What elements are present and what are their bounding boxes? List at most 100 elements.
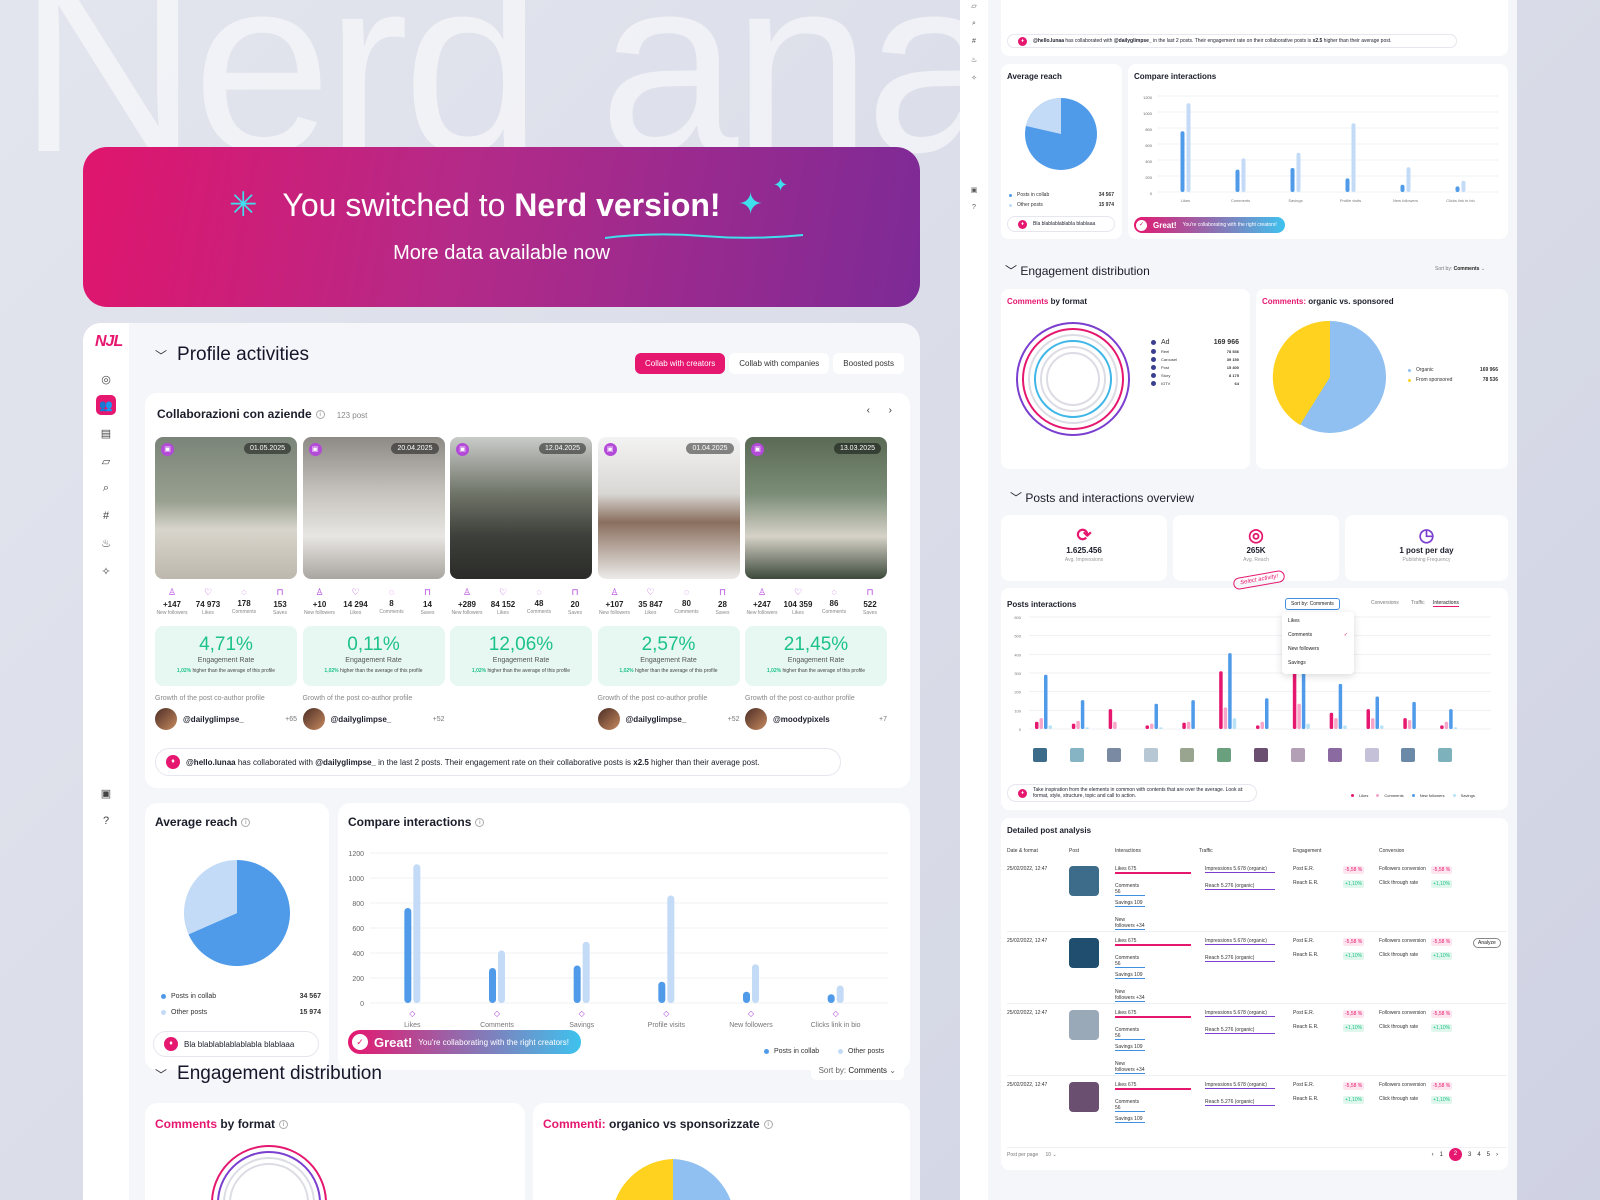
video-icon[interactable]: ▣: [100, 787, 112, 800]
post-thumbnail-mini: [1069, 748, 1084, 762]
hashtag-icon[interactable]: #: [972, 38, 976, 45]
stat-label: Comments: [379, 609, 404, 615]
magic-icon[interactable]: ✧: [101, 565, 111, 578]
table-row[interactable]: 25/02/2022, 12:47 Likes 675 Comments 56 Sav…: [1007, 934, 1507, 1004]
organic-vs-sponsored-card: Commenti: organico vs sponsorizzate i: [533, 1103, 910, 1200]
post-card: ▣ 01.04.2025 ♙ +107 New followers ♡ 35 847 Like…: [597, 437, 740, 730]
post-stat: ♡ 104 359 Likes: [781, 587, 815, 616]
help-icon[interactable]: ?: [972, 204, 976, 211]
format-icons: [1009, 1092, 1029, 1100]
conversion-metric: Followers conversion: [1379, 1010, 1426, 1016]
post-thumbnail[interactable]: ▣ 01.04.2025: [597, 437, 740, 579]
bar-other-posts: [752, 964, 759, 1003]
search-icon[interactable]: ⌕: [972, 20, 976, 27]
coauthor-handle[interactable]: @moodypixels: [773, 714, 830, 724]
page-3[interactable]: 3: [1467, 1151, 1472, 1158]
section-engagement-distribution[interactable]: ﹀ Engagement distribution: [155, 1063, 382, 1084]
tab-traffic[interactable]: Traffic: [1411, 600, 1425, 606]
check-icon: ✓: [352, 1034, 368, 1050]
prev-arrow-icon[interactable]: ‹: [866, 405, 870, 416]
clock-icon: ◷: [1418, 525, 1435, 545]
post-interaction-bar: [1366, 709, 1370, 729]
tab-conversions[interactable]: Conversions: [1371, 600, 1399, 606]
table-row[interactable]: 25/02/2022, 12:47 Likes 675 Comments 56 Sav…: [1007, 862, 1507, 932]
option-comments[interactable]: Comments ✓: [1288, 632, 1348, 638]
page-5[interactable]: 5: [1486, 1151, 1490, 1158]
post-interaction-bar: [1380, 725, 1384, 729]
option-likes[interactable]: Likes: [1288, 618, 1300, 624]
section-posts-overview[interactable]: ﹀ Posts and interactions overview: [1010, 491, 1195, 505]
growth-label: Growth of the post co-author profile: [155, 695, 265, 702]
tab-boosted-posts[interactable]: Boosted posts: [833, 353, 904, 374]
post-thumbnail[interactable]: ▣ 13.03.2025: [745, 437, 887, 579]
tab-collab-companies[interactable]: Collab with companies: [729, 353, 830, 374]
page-1[interactable]: 1: [1439, 1151, 1443, 1158]
stat-value: 104 359: [783, 600, 813, 609]
post-thumbnail-mini: [1106, 748, 1121, 762]
dashboard-panel-right: ▱ ⌕ # ♨ ✧ ▣ ? ♦ @hello.lunaa has collabor…: [960, 0, 1517, 1200]
hashtag-icon[interactable]: #: [102, 510, 110, 522]
post-interaction-bar: [1035, 721, 1039, 729]
coauthor-row: @dailyglimpse_ +52: [597, 708, 740, 730]
y-tick-label: 600: [352, 926, 364, 933]
positive-badge: +1,10%: [1431, 1024, 1453, 1032]
positive-badge: +1,10%: [1343, 880, 1365, 888]
coauthor-handle[interactable]: @dailyglimpse_: [183, 714, 244, 724]
legend-dot: [1151, 349, 1156, 354]
coauthor-handle[interactable]: @dailyglimpse_: [330, 714, 392, 724]
coauthor-followers: +52: [727, 715, 740, 723]
post-stats: ♙ +247 New followers ♡ 104 359 Likes ◌ 86 Commen…: [745, 587, 887, 616]
coauthor-handle[interactable]: @dailyglimpse_: [625, 714, 687, 724]
video-icon[interactable]: ▣: [970, 187, 978, 194]
post-thumbnail[interactable]: ▣ 12.04.2025: [450, 437, 592, 579]
post-thumbnail[interactable]: ▣ 01.05.2025: [155, 437, 297, 579]
posts-interactions-card: Posts interactions Sort by: Comments Con…: [1001, 569, 1508, 810]
bar-other-posts: [836, 985, 844, 1003]
next-page-icon[interactable]: ›: [1496, 1151, 1498, 1158]
growth-label: Growth of the post co-author profile: [597, 695, 708, 702]
folder-icon[interactable]: ▱: [101, 455, 111, 468]
bar-posts-in-collab: [489, 968, 496, 1003]
document-icon[interactable]: ▤: [100, 427, 112, 440]
legend-dot: [1151, 357, 1156, 362]
post-thumbnail[interactable]: ▣ 20.04.2025: [302, 437, 445, 579]
table-row[interactable]: 25/02/2022, 12:47 Likes 675 Comments 56 Sav…: [1007, 1006, 1507, 1076]
fire-icon[interactable]: ♨: [101, 537, 111, 550]
help-icon[interactable]: ?: [102, 815, 110, 827]
row-date: 25/02/2022, 12:47: [1007, 1010, 1048, 1016]
interaction-metric: Savings 109: [1115, 900, 1145, 907]
folder-icon[interactable]: ▱: [971, 3, 977, 10]
users-icon[interactable]: 👥: [96, 395, 116, 415]
fire-icon[interactable]: ♨: [970, 57, 978, 64]
option-savings[interactable]: Savings: [1288, 660, 1306, 666]
option-new-followers[interactable]: New followers: [1288, 646, 1320, 652]
section-profile-activities[interactable]: ﹀ Profile activities: [155, 344, 309, 366]
sort-activity-dropdown[interactable]: Sort by: Comments: [1285, 598, 1340, 610]
stat-value: 178: [237, 599, 251, 608]
post-interaction-bar: [1338, 683, 1343, 729]
engagement-metric: Reach E.R.: [1293, 952, 1319, 958]
page-4[interactable]: 4: [1477, 1151, 1481, 1158]
next-arrow-icon[interactable]: ›: [888, 405, 892, 416]
tab-interactions[interactable]: Interactions: [1433, 600, 1459, 607]
insight-pill-mini: ♦ @hello.lunaa has collaborated with @dai…: [1007, 34, 1457, 48]
magic-icon[interactable]: ✧: [971, 75, 977, 82]
stat-label: New followers: [598, 610, 631, 616]
prev-page-icon[interactable]: ‹: [1431, 1151, 1434, 1158]
sort-dropdown[interactable]: Sort by: Comments ⌄: [810, 1061, 904, 1080]
saves-icon: ⊓: [276, 587, 284, 597]
stat-value: 20: [570, 600, 580, 609]
y-tick-label: 200: [1145, 175, 1152, 180]
analyze-button[interactable]: Analyze: [1473, 938, 1501, 948]
home-icon[interactable]: ◎: [101, 373, 111, 386]
engagement-rate-label: Engagement Rate: [640, 657, 697, 664]
sort-dropdown[interactable]: Sort by: Comments ⌄: [1435, 266, 1486, 272]
section-engagement-distribution[interactable]: ﹀ Engagement distribution: [1005, 264, 1150, 278]
conversion-metric: Click through rate: [1379, 880, 1419, 886]
table-row[interactable]: 25/02/2022, 12:47 Likes 675 Comments 56 Sav…: [1007, 1078, 1507, 1148]
avatar: [155, 708, 177, 730]
page-2[interactable]: 2: [1448, 1148, 1462, 1161]
tab-collab-creators[interactable]: Collab with creators: [635, 353, 726, 374]
legend-collab: Posts in collab: [764, 1048, 819, 1055]
search-icon[interactable]: ⌕: [102, 481, 110, 494]
